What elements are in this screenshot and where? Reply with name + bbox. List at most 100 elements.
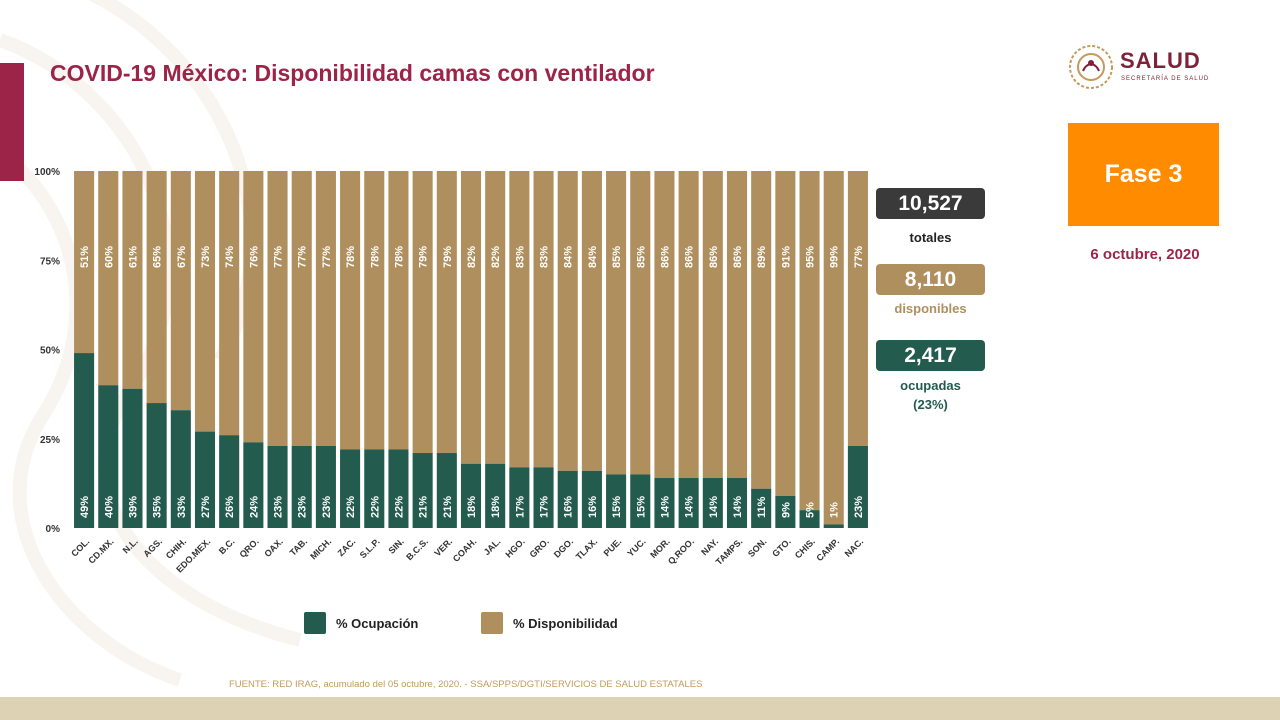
availability-data-label: 83% <box>539 246 551 268</box>
y-tick-label: 25% <box>40 435 60 446</box>
category-label: HGO. <box>503 536 526 559</box>
occupancy-data-label: 33% <box>176 496 188 518</box>
availability-bar <box>726 171 748 479</box>
occupancy-bar <box>533 467 554 528</box>
availability-bar <box>509 171 530 468</box>
salud-logo: SALUD SECRETARÍA DE SALUD <box>1066 42 1226 92</box>
availability-data-label: 91% <box>780 246 792 268</box>
occupancy-bar <box>630 474 651 528</box>
availability-bar <box>388 171 409 450</box>
availability-data-label: 51% <box>79 246 91 268</box>
occupancy-data-label: 40% <box>103 496 115 518</box>
category-label: NAC. <box>843 536 866 559</box>
category-label: VER. <box>432 536 454 558</box>
occupancy-bar <box>98 385 119 528</box>
available-beds-value: 8,110 <box>876 264 985 295</box>
occupied-beds-value: 2,417 <box>876 340 985 371</box>
y-tick-label: 0% <box>46 524 61 535</box>
category-label: CAMP. <box>814 536 841 563</box>
availability-bar <box>243 171 264 443</box>
category-label: OAX. <box>262 536 285 559</box>
availability-bar <box>146 171 167 404</box>
category-label: SIN. <box>386 536 405 555</box>
category-label: B.C.S. <box>404 536 430 562</box>
availability-bar <box>775 171 796 496</box>
occupancy-data-label: 14% <box>732 496 744 518</box>
occupancy-data-label: 24% <box>248 496 260 518</box>
occupancy-data-label: 11% <box>756 496 768 518</box>
source-note: FUENTE: RED IRAG, acumulado del 05 octub… <box>229 679 703 690</box>
logo-name: SALUD <box>1120 48 1201 73</box>
left-accent-bar <box>0 63 24 181</box>
occupancy-bar <box>194 431 216 528</box>
availability-data-label: 65% <box>152 246 164 268</box>
occupancy-bar <box>726 478 748 528</box>
availability-data-label: 76% <box>248 246 260 268</box>
occupancy-bar <box>485 463 506 528</box>
occupancy-bar <box>291 445 312 528</box>
occupancy-bar <box>799 510 820 528</box>
availability-data-label: 85% <box>635 246 647 268</box>
availability-data-label: 82% <box>466 246 478 268</box>
occupancy-bar <box>364 449 385 528</box>
availability-data-label: 86% <box>708 246 720 268</box>
availability-data-label: 61% <box>127 246 139 268</box>
occupancy-bar <box>122 388 143 528</box>
occupancy-data-label: 23% <box>853 496 865 518</box>
availability-data-label: 77% <box>321 246 333 268</box>
availability-bar <box>581 171 602 471</box>
occupancy-data-label: 22% <box>369 496 381 518</box>
occupancy-bar <box>412 453 433 528</box>
availability-bar <box>678 171 699 479</box>
category-label: SON. <box>746 536 769 559</box>
category-label: MICH. <box>308 536 333 561</box>
availability-data-label: 95% <box>805 246 817 268</box>
occupancy-bar <box>751 488 772 528</box>
occupancy-bar <box>509 467 530 528</box>
occupancy-bar <box>823 524 844 528</box>
occupancy-bar <box>170 410 191 528</box>
availability-bar <box>485 171 506 464</box>
availability-bar <box>267 171 288 446</box>
availability-bar <box>122 171 143 389</box>
occupancy-bar <box>460 463 482 528</box>
total-beds-label: totales <box>909 230 952 245</box>
category-label: GRO. <box>528 536 551 559</box>
legend-availability: % Disponibilidad <box>481 612 618 634</box>
occupancy-data-label: 22% <box>345 496 357 518</box>
availability-data-label: 78% <box>369 246 381 268</box>
availability-bar <box>170 171 191 411</box>
category-label: COAH. <box>451 536 479 564</box>
available-beds-label: disponibles <box>894 301 967 316</box>
legend-availability-label: % Disponibilidad <box>513 615 618 631</box>
occupancy-bar <box>219 435 240 528</box>
availability-bar <box>98 171 119 386</box>
occupancy-data-label: 15% <box>611 496 623 518</box>
availability-bar <box>340 171 361 450</box>
occupancy-data-label: 17% <box>514 496 526 518</box>
category-label: JAL. <box>482 536 503 557</box>
availability-bar <box>847 171 868 446</box>
availability-bar <box>702 171 723 479</box>
availability-data-label: 78% <box>345 246 357 268</box>
category-label: TAB. <box>288 536 309 557</box>
occupancy-data-label: 23% <box>273 496 285 518</box>
occupancy-bar <box>436 453 457 528</box>
category-label: AGS. <box>141 536 164 559</box>
occupancy-bar <box>678 478 699 528</box>
availability-data-label: 86% <box>732 246 744 268</box>
category-label: QRO. <box>237 536 260 559</box>
occupancy-bar <box>388 449 409 528</box>
legend-occupancy-swatch <box>304 612 326 634</box>
availability-data-label: 67% <box>176 246 188 268</box>
occupancy-data-label: 14% <box>659 496 671 518</box>
availability-data-label: 60% <box>103 246 115 268</box>
availability-bar <box>194 171 216 432</box>
bottom-band <box>0 697 1280 720</box>
occupancy-data-label: 14% <box>684 496 696 518</box>
availability-data-label: 77% <box>853 246 865 268</box>
y-tick-label: 50% <box>40 346 60 357</box>
availability-bar <box>557 171 578 471</box>
occupancy-bar <box>267 445 288 528</box>
availability-bar <box>364 171 385 450</box>
